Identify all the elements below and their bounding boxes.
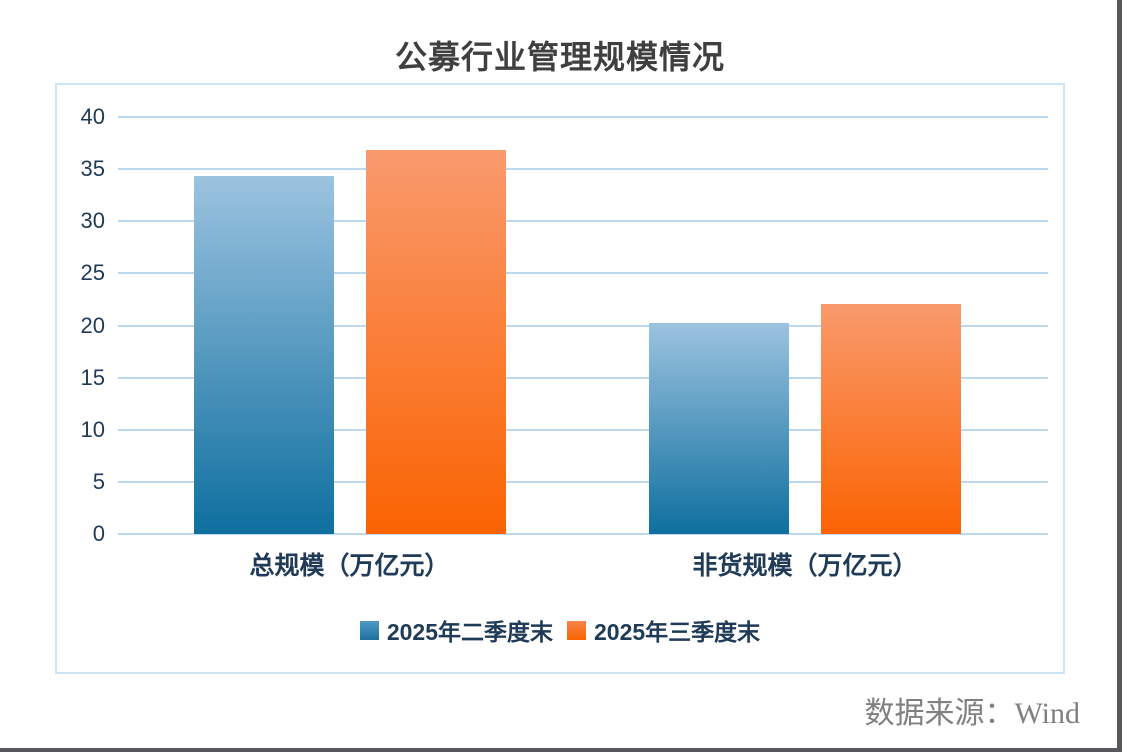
y-axis-tick-label: 30	[80, 208, 105, 234]
chart-title: 公募行业管理规模情况	[394, 39, 725, 75]
chart-frame: 0 5 10 15 20 25 30 35 40 总规模（万亿元） 非货规模（万亿元） 2025年二…	[55, 83, 1065, 674]
window-edge-bottom	[0, 748, 1122, 752]
gridline-y-35	[118, 168, 1048, 171]
legend-swatch-icon	[359, 620, 379, 640]
gridline-y-30	[118, 220, 1048, 223]
gridline-y-25	[118, 272, 1048, 275]
bar-q3-category-0	[365, 150, 506, 534]
data-source-label: 数据来源：Wind	[864, 697, 1080, 730]
y-axis-tick-label: 25	[80, 260, 105, 286]
x-axis-category-label: 非货规模（万亿元）	[692, 552, 918, 580]
legend: 2025年二季度末 2025年三季度末	[57, 613, 1063, 647]
gridline-y-20	[118, 324, 1048, 327]
gridline-y-10	[118, 428, 1048, 431]
y-axis-tick-label: 35	[80, 156, 105, 182]
gridline-y-40	[118, 116, 1048, 118]
y-axis-tick-label: 10	[80, 416, 105, 442]
plot-area: 0 5 10 15 20 25 30 35 40 总规模（万亿元） 非货规模（万亿元）	[57, 85, 1063, 672]
legend-label: 2025年三季度末	[594, 619, 761, 645]
bar-q2-category-0	[193, 176, 334, 534]
y-axis-tick-label: 5	[92, 468, 105, 494]
gridline-y-5	[118, 480, 1048, 483]
y-axis-tick-label: 40	[80, 104, 105, 129]
y-axis-tick-label: 15	[80, 364, 105, 390]
legend-item-q2: 2025年二季度末	[359, 613, 553, 647]
x-axis-category-label: 总规模（万亿元）	[249, 552, 450, 580]
gridline-y-15	[118, 376, 1048, 379]
window-edge-right	[1117, 0, 1122, 752]
legend-swatch-icon	[567, 620, 586, 640]
bar-q3-category-1	[821, 303, 961, 534]
y-axis-tick-label: 20	[80, 312, 105, 338]
gridline-y-0	[118, 533, 1048, 535]
bar-q2-category-1	[649, 323, 789, 534]
y-axis-tick-label: 0	[92, 521, 105, 546]
legend-item-q3: 2025年三季度末	[567, 613, 760, 647]
legend-label: 2025年二季度末	[386, 619, 553, 645]
